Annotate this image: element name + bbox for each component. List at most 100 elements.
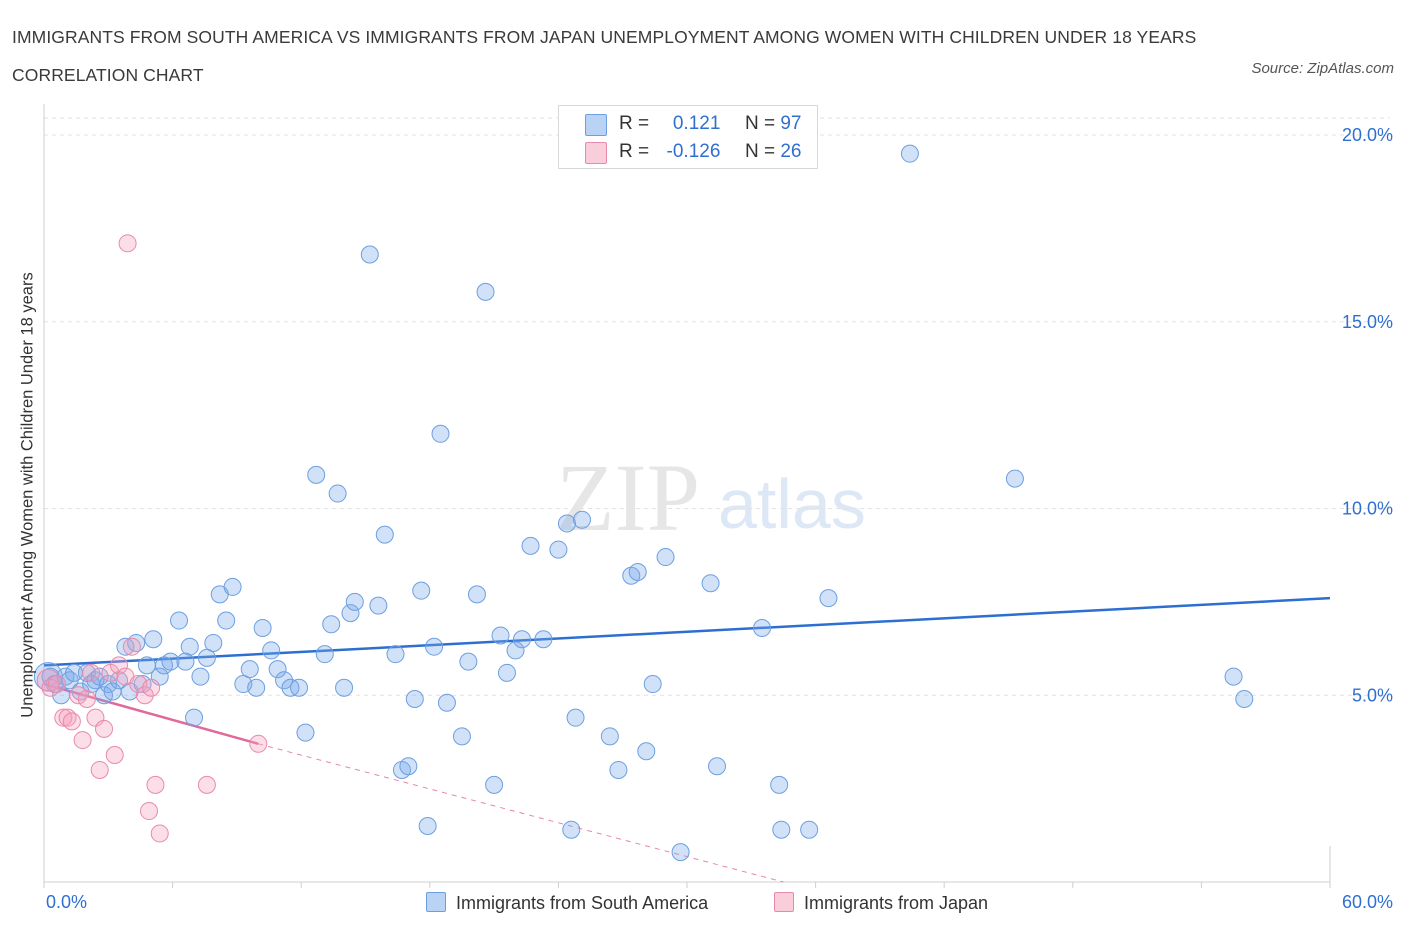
tick-labels: 5.0% 10.0% 15.0% 20.0% 0.0% 60.0% xyxy=(46,125,1393,912)
y-tick-label: 10.0% xyxy=(1342,499,1393,519)
point-south-america xyxy=(497,663,516,682)
point-south-america xyxy=(701,574,720,593)
point-japan xyxy=(110,656,129,675)
stats-r-label: R = xyxy=(619,113,650,134)
x-tick-label: 60.0% xyxy=(1342,892,1393,912)
axes xyxy=(43,104,1331,888)
point-japan xyxy=(249,734,268,753)
point-japan-large xyxy=(36,668,60,692)
point-south-america xyxy=(375,525,394,544)
point-south-america xyxy=(431,424,450,443)
point-japan xyxy=(47,675,66,694)
point-south-america xyxy=(116,637,135,656)
chart-source: Source: ZipAtlas.com xyxy=(1251,60,1394,77)
point-south-america xyxy=(549,540,568,559)
point-south-america xyxy=(253,619,272,638)
point-south-america xyxy=(369,596,388,615)
point-south-america xyxy=(170,611,189,630)
point-south-america xyxy=(412,581,431,600)
point-japan xyxy=(142,678,161,697)
point-south-america xyxy=(708,757,727,776)
gridlines xyxy=(44,117,1390,696)
point-south-america xyxy=(467,585,486,604)
watermark: ZIP atlas xyxy=(556,444,866,551)
point-japan xyxy=(95,719,114,738)
point-south-america xyxy=(204,633,223,652)
stats-n-value: 97 xyxy=(780,113,802,134)
stats-r-value: 0.121 xyxy=(672,113,721,134)
point-south-america xyxy=(399,757,418,776)
point-japan xyxy=(105,746,124,765)
point-japan xyxy=(146,775,165,794)
legend-swatch-south-america xyxy=(426,892,446,912)
point-south-america xyxy=(637,742,656,761)
point-south-america xyxy=(161,652,180,671)
point-south-america xyxy=(656,548,675,567)
legend-swatch-japan xyxy=(774,892,794,912)
y-tick-label: 15.0% xyxy=(1342,312,1393,332)
point-japan xyxy=(73,731,92,750)
point-south-america xyxy=(557,514,576,533)
stats-swatch-south-america xyxy=(585,114,607,136)
point-japan xyxy=(62,712,81,731)
point-south-america xyxy=(307,465,326,484)
point-south-america xyxy=(572,510,591,529)
point-south-america xyxy=(223,577,242,596)
point-south-america xyxy=(180,637,199,656)
point-south-america xyxy=(521,536,540,555)
data-points xyxy=(33,144,1254,862)
point-japan xyxy=(140,802,159,821)
point-japan xyxy=(82,663,101,682)
point-south-america xyxy=(176,652,195,671)
point-south-america xyxy=(772,820,791,839)
point-south-america xyxy=(452,727,471,746)
y-axis-label: Unemployment Among Women with Children U… xyxy=(18,272,37,718)
watermark-atlas: atlas xyxy=(718,465,866,543)
point-south-america xyxy=(296,723,315,742)
point-south-america xyxy=(341,604,360,623)
point-south-america xyxy=(290,678,309,697)
point-south-america xyxy=(562,820,581,839)
trendline-japan-extension xyxy=(258,743,784,883)
point-south-america xyxy=(1224,667,1243,686)
chart-title: IMMIGRANTS FROM SOUTH AMERICA VS IMMIGRA… xyxy=(12,27,1197,85)
point-south-america xyxy=(628,562,647,581)
point-south-america xyxy=(512,630,531,649)
legend-label: Immigrants from Japan xyxy=(804,893,989,913)
point-south-america xyxy=(1005,469,1024,488)
point-south-america xyxy=(247,678,266,697)
trendline-south-america xyxy=(43,596,1331,667)
point-south-america xyxy=(185,708,204,727)
point-south-america xyxy=(491,626,510,645)
stats-n-label: N = xyxy=(744,113,776,134)
point-south-america xyxy=(485,775,504,794)
point-south-america xyxy=(191,667,210,686)
legend-label: Immigrants from South America xyxy=(456,893,709,913)
point-japan xyxy=(122,637,141,656)
stats-r-label: R = xyxy=(619,141,650,162)
point-japan xyxy=(197,775,216,794)
point-south-america xyxy=(335,678,354,697)
point-japan xyxy=(69,686,88,705)
point-south-america xyxy=(268,660,287,679)
point-south-america xyxy=(275,671,294,690)
point-south-america xyxy=(144,630,163,649)
point-south-america xyxy=(643,675,662,694)
y-tick-label: 20.0% xyxy=(1342,125,1393,145)
point-south-america xyxy=(418,816,437,835)
point-japan xyxy=(77,689,96,708)
point-south-america xyxy=(900,144,919,163)
point-japan xyxy=(90,760,109,779)
point-south-america xyxy=(770,775,789,794)
point-south-america xyxy=(609,760,628,779)
point-south-america xyxy=(534,630,553,649)
watermark-zip: ZIP xyxy=(556,444,700,551)
point-japan xyxy=(150,824,169,843)
point-south-america xyxy=(753,619,772,638)
point-south-america xyxy=(217,611,236,630)
trendlines xyxy=(43,596,1331,883)
point-south-america xyxy=(506,641,525,660)
point-south-america xyxy=(459,652,478,671)
stats-r-value: -0.126 xyxy=(666,141,721,162)
